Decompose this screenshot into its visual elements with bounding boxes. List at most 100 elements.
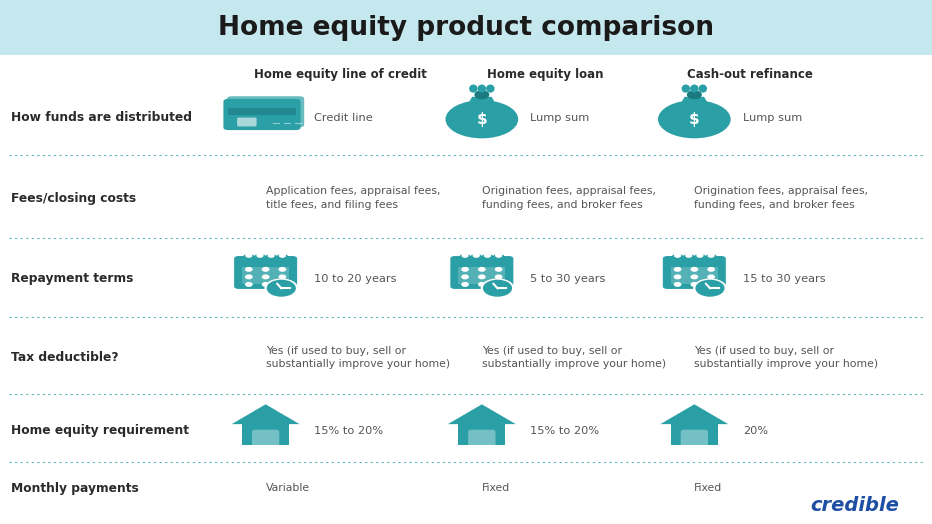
Circle shape [479, 268, 485, 271]
Ellipse shape [699, 84, 707, 93]
Polygon shape [232, 405, 299, 424]
FancyBboxPatch shape [266, 255, 277, 261]
Text: 15 to 30 years: 15 to 30 years [743, 274, 826, 284]
FancyBboxPatch shape [471, 255, 482, 261]
FancyBboxPatch shape [242, 267, 289, 285]
Circle shape [694, 279, 726, 297]
Circle shape [675, 275, 680, 279]
FancyBboxPatch shape [468, 430, 496, 447]
Text: How funds are distributed: How funds are distributed [11, 112, 192, 124]
Text: 15% to 20%: 15% to 20% [530, 425, 599, 436]
Circle shape [280, 275, 285, 279]
FancyBboxPatch shape [0, 0, 932, 55]
Circle shape [479, 282, 485, 286]
Text: $: $ [689, 112, 700, 127]
Text: Credit line: Credit line [314, 113, 373, 123]
Text: Fixed: Fixed [694, 483, 722, 494]
Circle shape [267, 280, 295, 296]
Circle shape [692, 275, 697, 279]
Circle shape [708, 282, 714, 286]
Circle shape [675, 254, 680, 257]
Circle shape [462, 282, 468, 286]
Ellipse shape [690, 84, 699, 93]
Circle shape [462, 275, 468, 279]
Circle shape [708, 268, 714, 271]
Circle shape [479, 275, 485, 279]
Circle shape [496, 282, 501, 286]
Circle shape [263, 268, 268, 271]
Text: Lump sum: Lump sum [530, 113, 590, 123]
Circle shape [257, 254, 263, 257]
FancyBboxPatch shape [243, 255, 254, 261]
Ellipse shape [487, 84, 495, 93]
FancyBboxPatch shape [706, 255, 717, 261]
FancyBboxPatch shape [242, 424, 289, 445]
Circle shape [473, 254, 479, 257]
Polygon shape [448, 405, 515, 424]
Text: Cash-out refinance: Cash-out refinance [687, 68, 814, 81]
Text: Fixed: Fixed [482, 483, 510, 494]
FancyBboxPatch shape [459, 424, 505, 445]
Circle shape [692, 282, 697, 286]
Text: 10 to 20 years: 10 to 20 years [314, 274, 397, 284]
Circle shape [496, 268, 501, 271]
Text: $: $ [476, 112, 487, 127]
Circle shape [496, 275, 501, 279]
Text: Home equity line of credit: Home equity line of credit [254, 68, 427, 81]
FancyBboxPatch shape [237, 117, 256, 126]
Text: Repayment terms: Repayment terms [11, 272, 133, 285]
Circle shape [675, 282, 680, 286]
Circle shape [266, 279, 297, 297]
Circle shape [692, 268, 697, 271]
Text: Monthly payments: Monthly payments [11, 482, 139, 495]
Polygon shape [469, 97, 495, 103]
Text: Yes (if used to buy, sell or
substantially improve your home): Yes (if used to buy, sell or substantial… [694, 345, 879, 369]
Circle shape [280, 254, 285, 257]
FancyBboxPatch shape [450, 256, 514, 289]
Circle shape [246, 275, 252, 279]
Circle shape [708, 254, 714, 257]
FancyBboxPatch shape [252, 430, 280, 447]
Text: 20%: 20% [743, 425, 768, 436]
FancyBboxPatch shape [277, 255, 288, 261]
Circle shape [697, 254, 703, 257]
Circle shape [462, 254, 468, 257]
FancyBboxPatch shape [671, 424, 718, 445]
Circle shape [485, 254, 490, 257]
Text: Yes (if used to buy, sell or
substantially improve your home): Yes (if used to buy, sell or substantial… [266, 345, 450, 369]
FancyBboxPatch shape [283, 123, 291, 124]
Circle shape [688, 91, 701, 99]
Circle shape [280, 282, 285, 286]
Text: Home equity requirement: Home equity requirement [11, 424, 189, 437]
Text: credible: credible [811, 496, 899, 515]
Circle shape [263, 275, 268, 279]
Polygon shape [681, 97, 707, 103]
FancyBboxPatch shape [254, 255, 266, 261]
FancyBboxPatch shape [459, 267, 505, 285]
FancyBboxPatch shape [228, 108, 295, 115]
Circle shape [280, 268, 285, 271]
Ellipse shape [445, 100, 518, 138]
Text: 15% to 20%: 15% to 20% [314, 425, 383, 436]
Ellipse shape [658, 100, 731, 138]
Text: Origination fees, appraisal fees,
funding fees, and broker fees: Origination fees, appraisal fees, fundin… [482, 186, 656, 210]
Text: Yes (if used to buy, sell or
substantially improve your home): Yes (if used to buy, sell or substantial… [482, 345, 666, 369]
Circle shape [462, 268, 468, 271]
FancyBboxPatch shape [295, 123, 302, 124]
Circle shape [475, 91, 488, 99]
FancyBboxPatch shape [671, 267, 718, 285]
Circle shape [263, 282, 268, 286]
Circle shape [246, 254, 252, 257]
Text: Home equity product comparison: Home equity product comparison [218, 15, 714, 41]
FancyBboxPatch shape [680, 430, 708, 447]
FancyBboxPatch shape [273, 123, 281, 124]
Text: Origination fees, appraisal fees,
funding fees, and broker fees: Origination fees, appraisal fees, fundin… [694, 186, 869, 210]
FancyBboxPatch shape [694, 255, 706, 261]
Ellipse shape [681, 84, 690, 93]
Circle shape [496, 254, 501, 257]
FancyBboxPatch shape [234, 256, 297, 289]
FancyBboxPatch shape [459, 255, 471, 261]
Text: 5 to 30 years: 5 to 30 years [530, 274, 606, 284]
Circle shape [708, 275, 714, 279]
Text: Application fees, appraisal fees,
title fees, and filing fees: Application fees, appraisal fees, title … [266, 186, 440, 210]
